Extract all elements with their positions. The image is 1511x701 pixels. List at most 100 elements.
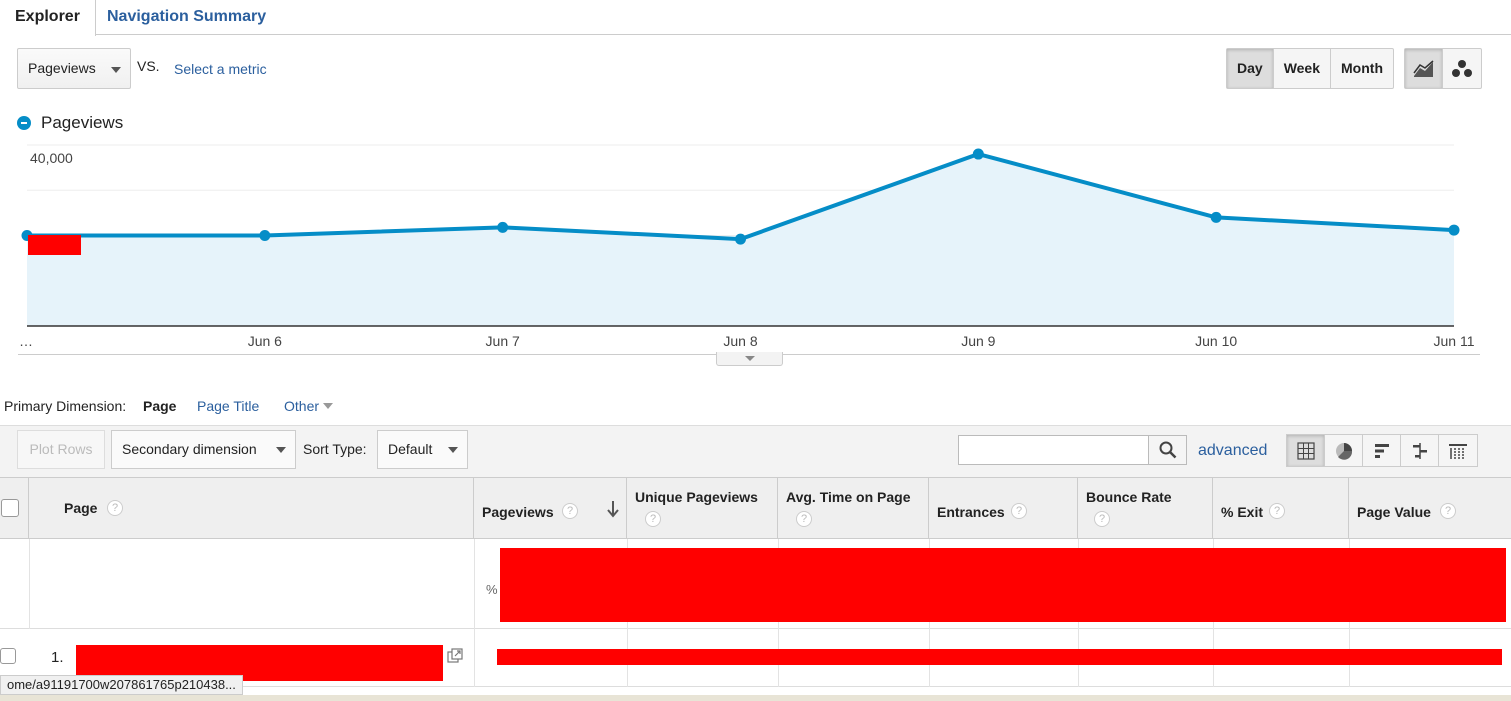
x-tick-label: Jun 10 [1195, 333, 1237, 349]
select-all-cell [0, 478, 29, 538]
x-tick-label: … [19, 333, 33, 349]
comparison-icon [1412, 442, 1427, 459]
chevron-down-icon [323, 403, 334, 409]
comparison-view-button[interactable] [1401, 435, 1439, 466]
col-avg-time-label: Avg. Time on Page [786, 489, 911, 505]
percentage-view-button[interactable] [1325, 435, 1363, 466]
row-checkbox[interactable] [0, 648, 16, 664]
col-page-label: Page [64, 500, 98, 516]
help-icon[interactable]: ? [796, 511, 812, 527]
chevron-down-icon [111, 67, 121, 73]
motion-chart-button[interactable] [1443, 49, 1481, 88]
help-icon[interactable]: ? [1440, 503, 1456, 519]
help-icon[interactable]: ? [1269, 503, 1285, 519]
col-avg-time-on-page[interactable]: Avg. Time on Page ? [778, 478, 929, 538]
totals-percent-label: % [486, 582, 498, 597]
help-icon[interactable]: ? [1011, 503, 1027, 519]
col-exit[interactable]: % Exit ? [1213, 478, 1349, 538]
browser-status-url: ome/a91191700w207861765p210438... [0, 675, 243, 695]
help-icon[interactable]: ? [1094, 511, 1110, 527]
table-view-group [1286, 434, 1478, 467]
data-point[interactable] [735, 233, 746, 245]
data-point[interactable] [1448, 224, 1460, 236]
x-tick-label: Jun 9 [961, 333, 995, 349]
search-icon [1159, 441, 1176, 459]
pivot-view-button[interactable] [1439, 435, 1477, 466]
select-all-checkbox[interactable] [1, 499, 19, 517]
search-button[interactable] [1148, 435, 1187, 465]
chart-type-group [1404, 48, 1482, 89]
help-icon[interactable]: ? [645, 511, 661, 527]
advanced-filter-link[interactable]: advanced [1198, 442, 1268, 459]
line-chart-button[interactable] [1405, 49, 1443, 88]
col-exit-label: % Exit [1221, 504, 1264, 520]
chart-collapse-handle[interactable] [716, 352, 783, 366]
help-icon[interactable]: ? [107, 500, 123, 516]
chevron-down-icon [745, 356, 755, 361]
data-point[interactable] [1210, 211, 1222, 223]
redaction-block [28, 235, 81, 255]
tab-explorer[interactable]: Explorer [0, 0, 96, 36]
col-bounce-rate-label: Bounce Rate [1086, 489, 1172, 505]
vs-label: VS. [137, 58, 160, 74]
col-bounce-rate[interactable]: Bounce Rate ? [1078, 478, 1213, 538]
col-unique-pageviews[interactable]: Unique Pageviews ? [627, 478, 778, 538]
series-toggle-icon[interactable] [17, 116, 31, 130]
col-page-value-label: Page Value [1357, 504, 1431, 520]
col-entrances-label: Entrances [937, 504, 1005, 520]
help-icon[interactable]: ? [562, 503, 578, 519]
month-button[interactable]: Month [1341, 60, 1383, 76]
data-point[interactable] [259, 230, 271, 241]
x-tick-label: Jun 8 [723, 333, 757, 349]
dimension-page-title[interactable]: Page Title [197, 398, 260, 414]
period-button-group: Day Week Month [1226, 48, 1394, 89]
col-entrances[interactable]: Entrances ? [929, 478, 1078, 538]
secondary-dimension-label: Secondary dimension [122, 441, 257, 457]
open-link-icon[interactable] [447, 648, 463, 664]
primary-dimension-label: Primary Dimension: [4, 398, 127, 414]
metric-dropdown[interactable]: Pageviews [17, 48, 131, 89]
line-chart-icon [1412, 59, 1433, 77]
col-pageviews-label: Pageviews [482, 504, 554, 520]
col-page[interactable]: Page ? [29, 478, 474, 538]
sort-descending-icon[interactable] [606, 500, 620, 518]
plot-rows-button[interactable]: Plot Rows [17, 430, 105, 469]
secondary-dimension-dropdown[interactable]: Secondary dimension [111, 430, 296, 469]
dimension-page[interactable]: Page [143, 398, 177, 414]
bubble-chart-icon [1452, 59, 1472, 77]
dimension-other[interactable]: Other [284, 398, 334, 414]
pivot-icon [1449, 443, 1467, 459]
sort-type-label: Sort Type: [303, 441, 367, 457]
col-page-value[interactable]: Page Value ? [1349, 478, 1511, 538]
bar-chart-icon [1374, 443, 1389, 458]
chart-legend[interactable]: Pageviews [17, 113, 123, 133]
redaction-block [500, 548, 1506, 622]
table-header: Page ? Pageviews ? Unique Pageviews ? Av… [0, 477, 1511, 539]
data-view-button[interactable] [1287, 435, 1325, 466]
y-tick-label: 40,000 [30, 150, 73, 166]
metric-dropdown-value: Pageviews [28, 60, 96, 76]
chevron-down-icon [276, 447, 286, 453]
grid-icon [1296, 441, 1315, 460]
table-totals-row: % [0, 539, 1511, 629]
day-button[interactable]: Day [1227, 49, 1274, 88]
page-bottom-strip [0, 695, 1511, 701]
sort-type-dropdown[interactable]: Default [377, 430, 468, 469]
col-unique-pageviews-label: Unique Pageviews [635, 489, 758, 505]
table-search-input[interactable] [958, 435, 1149, 465]
col-pageviews[interactable]: Pageviews ? [474, 478, 627, 538]
performance-view-button[interactable] [1363, 435, 1401, 466]
select-metric-link[interactable]: Select a metric [174, 61, 267, 77]
row-index: 1. [51, 649, 64, 666]
week-button[interactable]: Week [1274, 49, 1332, 88]
x-tick-label: Jun 11 [1434, 333, 1475, 349]
tab-navigation-summary[interactable]: Navigation Summary [107, 8, 267, 25]
redaction-block [497, 649, 1502, 665]
dimension-other-label: Other [284, 398, 320, 414]
report-tabs: Explorer Navigation Summary [0, 0, 1511, 36]
x-tick-label: Jun 7 [486, 333, 520, 349]
data-point[interactable] [497, 221, 509, 233]
chevron-down-icon [448, 447, 458, 453]
pie-chart-icon [1335, 442, 1352, 460]
data-point[interactable] [972, 148, 984, 160]
